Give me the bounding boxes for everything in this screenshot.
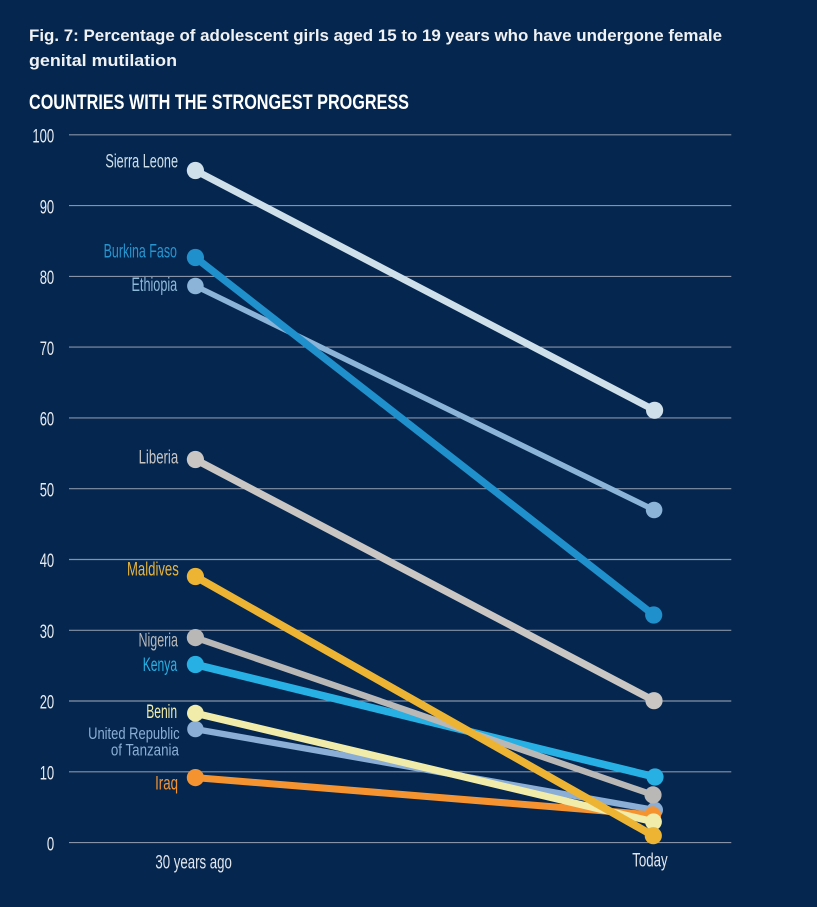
svg-text:Kenya: Kenya [143,655,178,676]
svg-text:Maldives: Maldives [127,560,179,581]
svg-text:Iraq: Iraq [155,774,178,795]
svg-text:60: 60 [40,409,55,431]
svg-text:30: 30 [40,621,55,643]
svg-text:70: 70 [40,338,55,360]
svg-text:Ethiopia: Ethiopia [132,275,178,296]
svg-text:Nigeria: Nigeria [139,630,179,651]
svg-text:0: 0 [47,833,54,855]
svg-text:Liberia: Liberia [139,447,179,468]
svg-text:90: 90 [40,196,55,218]
svg-text:Today: Today [632,851,668,872]
svg-text:genital mutilation: genital mutilation [29,52,177,70]
svg-text:United Republic: United Republic [88,724,180,743]
svg-text:COUNTRIES WITH THE STRONGEST P: COUNTRIES WITH THE STRONGEST PROGRESS [29,90,409,114]
svg-text:Burkina Faso: Burkina Faso [104,242,177,263]
svg-text:Benin: Benin [146,702,177,723]
svg-text:80: 80 [40,267,55,289]
svg-text:10: 10 [40,763,55,785]
svg-text:50: 50 [40,479,55,501]
svg-text:of Tanzania: of Tanzania [111,741,179,760]
svg-text:40: 40 [40,550,55,572]
svg-text:30 years ago: 30 years ago [155,852,232,874]
svg-text:Fig. 7: Percentage of adolesce: Fig. 7: Percentage of adolescent girls a… [29,27,722,45]
svg-text:100: 100 [32,126,54,148]
svg-text:Sierra Leone: Sierra Leone [105,152,178,173]
svg-text:20: 20 [40,692,55,714]
